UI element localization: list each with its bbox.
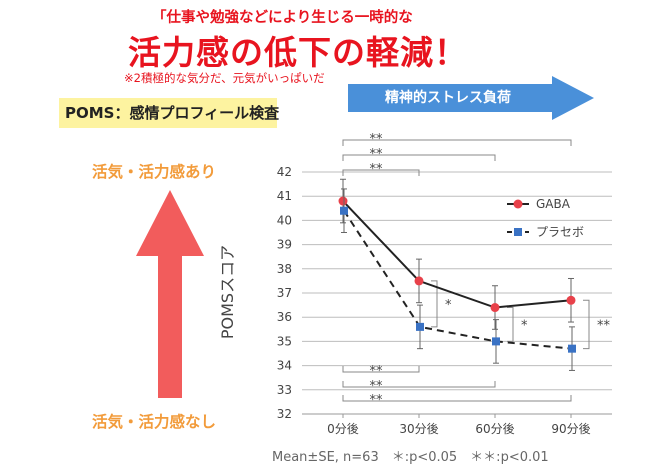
series-line-placebo xyxy=(343,210,573,350)
y-tick-label: 41 xyxy=(277,189,292,203)
data-point-gaba xyxy=(490,303,500,313)
legend: GABA プラセボ xyxy=(507,197,584,239)
data-point-placebo xyxy=(340,206,348,215)
significance-bracket xyxy=(583,299,590,350)
series xyxy=(338,178,576,371)
x-tick-label: 90分後 xyxy=(551,422,590,436)
data-point-placebo xyxy=(416,322,424,331)
x-tick-label: 0分後 xyxy=(327,422,359,436)
x-tick-label: 60分後 xyxy=(475,422,514,436)
significance-label: * xyxy=(445,298,452,313)
y-tick-label: 42 xyxy=(277,165,292,179)
significance-bracket xyxy=(431,280,438,328)
significance-label: ** xyxy=(370,393,384,408)
significance-bracket xyxy=(342,139,572,146)
axes: 32 33 34 35 36 37 38 39 40 41 42 0分後 30分後 60分後 90分後 xyxy=(277,165,612,436)
legend-label: プラセボ xyxy=(536,225,584,239)
y-tick-label: 36 xyxy=(277,310,292,324)
significance-bracket xyxy=(342,381,496,388)
significance-brackets: ******** ******** xyxy=(342,132,611,408)
y-tick-label: 38 xyxy=(277,262,292,276)
y-tick-label: 34 xyxy=(277,359,292,373)
significance-bracket xyxy=(342,154,496,161)
x-tick-label: 30分後 xyxy=(399,422,438,436)
vigor-low-label: 活気・活力感なし xyxy=(92,413,217,431)
headline: 活力感の低下の軽減！ xyxy=(128,33,468,72)
data-point-gaba xyxy=(414,276,424,286)
significance-label: ** xyxy=(370,162,384,177)
vigor-arrow xyxy=(136,190,204,398)
grid xyxy=(302,171,612,391)
y-axis-label: POMSスコア xyxy=(218,244,237,340)
y-tick-label: 37 xyxy=(277,286,292,300)
series-line-gaba xyxy=(342,200,572,309)
significance-label: * xyxy=(521,318,528,333)
data-point-gaba xyxy=(566,295,576,305)
significance-label: ** xyxy=(597,318,611,333)
data-point-placebo xyxy=(568,344,576,353)
y-tick-label: 39 xyxy=(277,238,292,252)
significance-bracket xyxy=(342,169,420,176)
vigor-high-label: 活気・活力感あり xyxy=(92,163,217,181)
stress-label: 精神的ストレス負荷 xyxy=(385,90,511,106)
data-point-placebo xyxy=(492,337,500,346)
significance-label: ** xyxy=(370,379,384,394)
y-tick-label: 35 xyxy=(277,334,292,348)
legend-marker xyxy=(514,228,522,236)
significance-label: ** xyxy=(370,147,384,162)
legend-label: GABA xyxy=(536,197,571,211)
subtitle: 「仕事や勉強などにより生じる一時的な xyxy=(152,10,413,26)
significance-label: ** xyxy=(370,132,384,147)
y-tick-label: 40 xyxy=(277,213,292,227)
significance-label: ** xyxy=(370,364,384,379)
significance-bracket xyxy=(507,307,514,342)
y-tick-label: 32 xyxy=(277,407,292,421)
stress-arrow xyxy=(348,76,594,120)
significance-bracket xyxy=(342,366,420,373)
footnote-note: ※2積極的な気分だ、元気がいっぱいだ xyxy=(124,71,325,85)
poms-label: POMS：感情プロフィール検査 xyxy=(59,98,279,128)
significance-bracket xyxy=(342,395,572,402)
legend-marker xyxy=(513,199,523,209)
data-point-gaba xyxy=(338,196,348,206)
statistics-footnote: Mean±SE, n=63 ＊:p<0.05 ＊＊:p<0.01 xyxy=(272,450,549,465)
y-tick-label: 33 xyxy=(277,383,292,397)
